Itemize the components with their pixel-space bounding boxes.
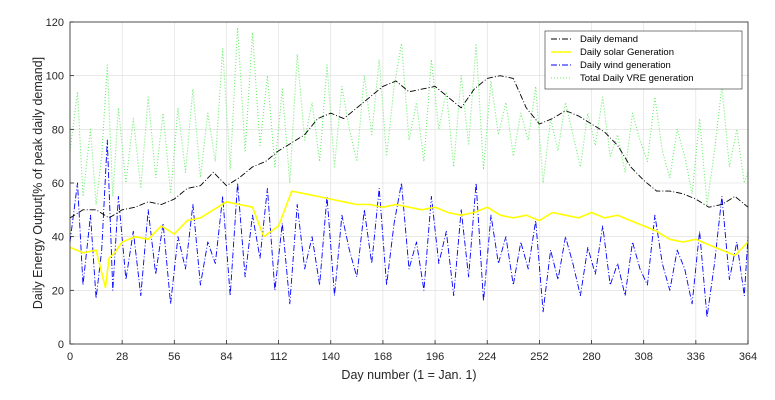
series-line-total-vre — [69, 26, 749, 206]
tick-marks — [69, 21, 749, 345]
x-tick-label: 168 — [374, 351, 392, 363]
series-line-solar — [69, 190, 749, 289]
series-layer — [69, 26, 749, 318]
x-tick-label: 28 — [116, 351, 128, 363]
x-tick-label: 196 — [426, 351, 444, 363]
y-axis-label: Daily Energy Output[% of peak daily dema… — [31, 57, 45, 309]
legend-label-wind: Daily wind generation — [580, 60, 671, 71]
x-tick-label: 364 — [739, 351, 757, 363]
legend-label-solar: Daily solar Generation — [580, 47, 674, 58]
x-tick-label: 252 — [530, 351, 548, 363]
y-tick-label: 100 — [46, 71, 64, 83]
y-tick-label: 60 — [52, 178, 64, 190]
x-tick-label: 0 — [67, 351, 73, 363]
series-line-daily-demand — [69, 75, 749, 219]
series-line-wind — [69, 139, 749, 318]
legend: Daily demand Daily solar Generation Dail… — [544, 30, 743, 90]
x-tick-label: 84 — [220, 351, 232, 363]
x-axis-label: Day number (1 = Jan. 1) — [341, 368, 476, 382]
y-tick-label: 0 — [58, 339, 64, 351]
x-tick-label: 336 — [687, 351, 705, 363]
x-tick-label: 112 — [270, 351, 288, 363]
y-tick-label: 120 — [46, 17, 64, 29]
x-tick-label: 140 — [322, 351, 340, 363]
y-tick-label: 20 — [52, 285, 64, 297]
y-tick-label: 40 — [52, 232, 64, 244]
tick-labels: 0 28 56 84 112 140 168 196 224 252 280 308 336 364 0 20… — [46, 17, 758, 363]
x-tick-label: 56 — [168, 351, 180, 363]
x-tick-label: 280 — [582, 351, 600, 363]
legend-box — [544, 30, 743, 90]
legend-label-vre: Total Daily VRE generation — [580, 73, 694, 84]
y-tick-label: 80 — [52, 124, 64, 136]
x-tick-label: 308 — [635, 351, 653, 363]
legend-label-demand: Daily demand — [580, 34, 638, 45]
x-tick-label: 224 — [478, 351, 496, 363]
